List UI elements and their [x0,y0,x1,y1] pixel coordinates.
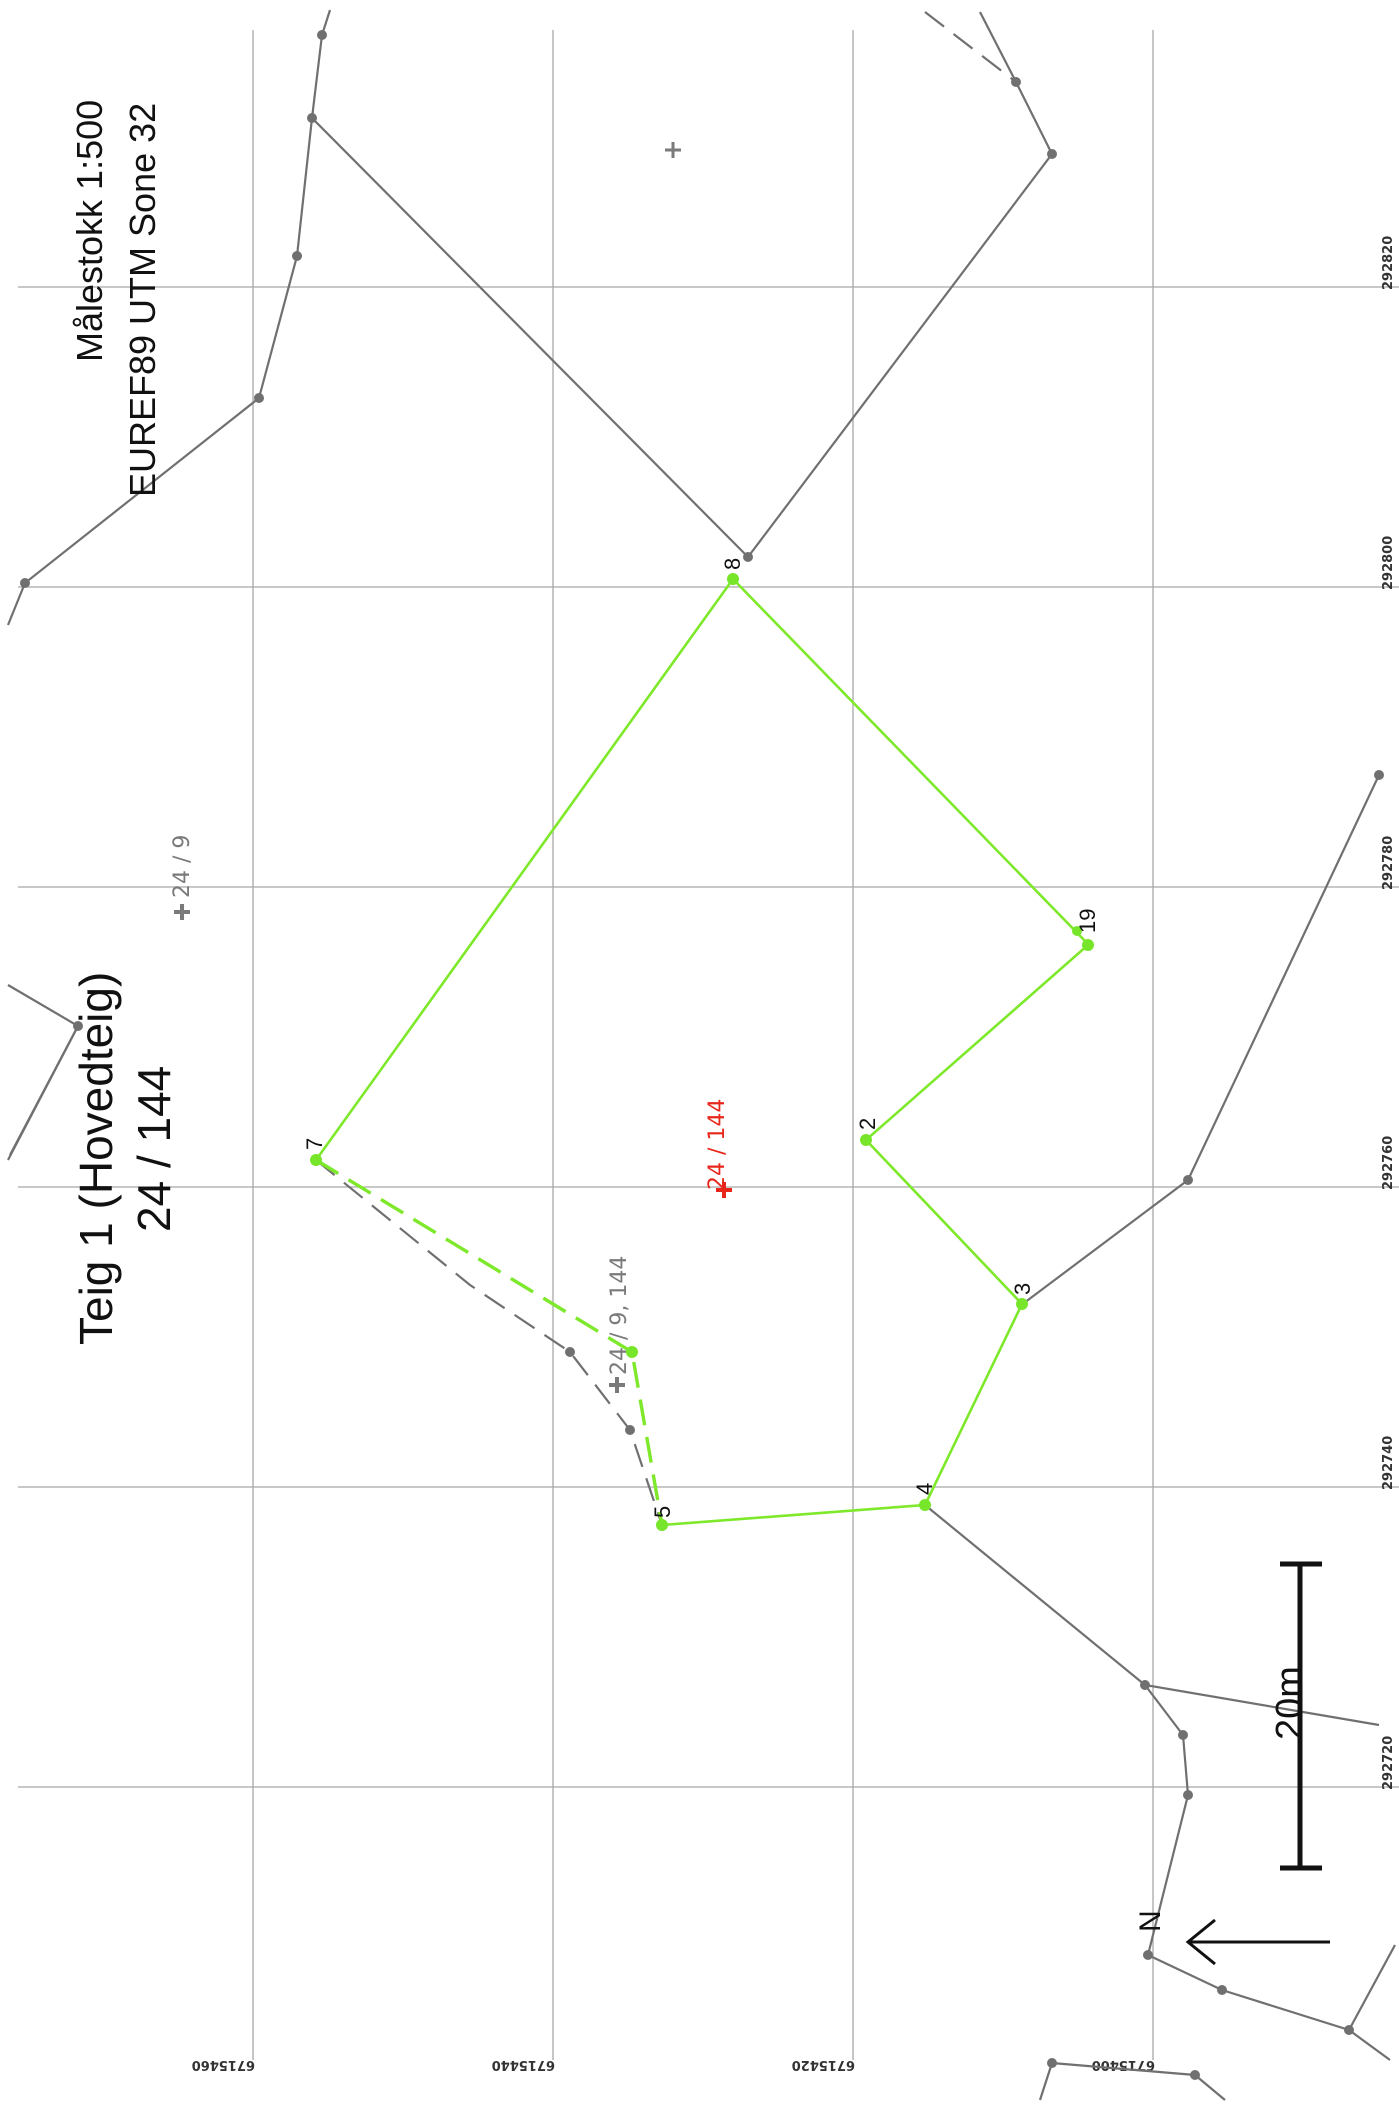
neighbor-vertex [1374,770,1384,780]
point-label-7: 7 [302,1138,327,1150]
neighbor-vertex [307,113,317,123]
neighbor-vertex [1190,2070,1200,2080]
neighbor-vertex [20,578,30,588]
point-label-2: 2 [855,1118,880,1130]
northing-label: 6715440 [492,2057,555,2072]
neighbor-label-shared-text: 24 / 9, 144 [607,1256,632,1375]
parcel-vertex-19 [1072,926,1082,936]
main-parcel-label: 24 / 144 [705,1099,730,1190]
neighbor-boundary-diagonal [311,117,749,558]
neighbor-vertex [1143,1950,1153,1960]
neighbor-vertex [317,30,327,40]
point-label-5: 5 [650,1506,675,1518]
north-arrow: N [1134,1910,1330,1966]
neighbor-vertex [73,1021,83,1031]
parcel-vertex-2 [860,1134,872,1146]
map-title: Teig 1 (Hovedteig) 24 / 144 [70,972,180,1345]
neighbor-boundary-bottom-edge-2 [1038,2062,1054,2101]
neighbor-label-24-9-text: 24 / 9 [170,835,195,898]
easting-label: 292760 [1381,1136,1396,1190]
map-info: Målestokk 1:500 EUREF89 UTM Sone 32 [69,100,163,497]
neighbor-vertex [625,1425,635,1435]
neighbor-vertex [1011,77,1021,87]
scale-bar: 20m [1269,1561,1322,1871]
scale-bar-label: 20m [1269,1666,1311,1740]
easting-label: 292720 [1381,1736,1396,1790]
north-arrowhead-icon [1185,1918,1216,1966]
easting-label: 292780 [1381,836,1396,890]
main-parcel-cross-icon [716,1182,732,1198]
projection-text: EUREF89 UTM Sone 32 [122,103,163,497]
neighbor-vertex [1183,1175,1193,1185]
easting-label: 292740 [1381,1436,1396,1490]
neighbor-vertex [1217,1985,1227,1995]
northing-label: 6715460 [192,2057,255,2072]
neighbor-boundary-shared-dashed [315,1159,664,1526]
neighbor-vertex [1183,1790,1193,1800]
neighbor-boundary-bottom-right [1348,1944,1396,2031]
parcel-vertex-3 [1016,1298,1028,1310]
neighbor-vertex [1178,1730,1188,1740]
parcel-vertex-6 [626,1346,638,1358]
parcel-vertex-8 [727,573,739,585]
neighbor-cross-icon [609,1377,625,1393]
point-label-4: 4 [912,1483,937,1495]
northing-label: 6715420 [792,2057,855,2072]
centroid-cross-icon [665,142,681,158]
main-parcel-label-text: 24 / 144 [705,1099,730,1190]
neighbor-boundary-topright-dashed [924,11,1017,83]
neighbor-boundary-topright [747,11,1054,558]
point-label-19: 19 [1075,909,1100,933]
parcel-labels: 24 / 144 24 / 9 24 / 9, 144 [170,142,732,1393]
point-label-8: 8 [720,558,745,570]
neighbor-vertex [1140,1680,1150,1690]
easting-label: 292820 [1381,236,1396,290]
parcel-vertex-4 [919,1499,931,1511]
neighbor-vertex [743,552,753,562]
neighbor-boundary-topleft [6,9,332,626]
parcel-boundary [314,576,1090,1527]
neighbor-vertex [1047,149,1057,159]
neighbor-boundary-leftmid-2 [7,1025,79,1161]
neighbor-boundaries [6,9,1396,2101]
neighbor-vertex [1344,2025,1354,2035]
coordinate-grid: 292820 292800 292780 292760 292740 29272… [18,30,1399,2072]
neighbor-boundary-right [1019,774,1380,1307]
parcel-boundary-dashed [315,1158,664,1526]
neighbor-boundary-bottom-2 [1144,1684,1391,2061]
neighbor-vertex [292,251,302,261]
neighbor-vertex [254,393,264,403]
parcel-vertex-7 [310,1154,322,1166]
neighbor-boundary-leftmid [7,984,80,1156]
main-parcel: 8 19 2 7 3 4 5 [302,558,1100,1531]
north-label: N [1134,1910,1167,1932]
easting-label: 292800 [1381,536,1396,590]
neighbor-label-shared: 24 / 9, 144 [607,1256,632,1375]
neighbor-cross-icon [174,904,190,920]
title-line-1: Teig 1 (Hovedteig) [70,972,122,1345]
neighbor-label-24-9: 24 / 9 [170,835,195,898]
neighbor-vertex [1047,2058,1057,2068]
parcel-vertex-19b [1082,939,1094,951]
point-label-3: 3 [1010,1283,1035,1295]
parcel-vertex-5 [656,1519,668,1531]
title-line-2: 24 / 144 [128,1066,180,1232]
neighbor-vertex [565,1347,575,1357]
scale-text: Målestokk 1:500 [69,100,110,362]
